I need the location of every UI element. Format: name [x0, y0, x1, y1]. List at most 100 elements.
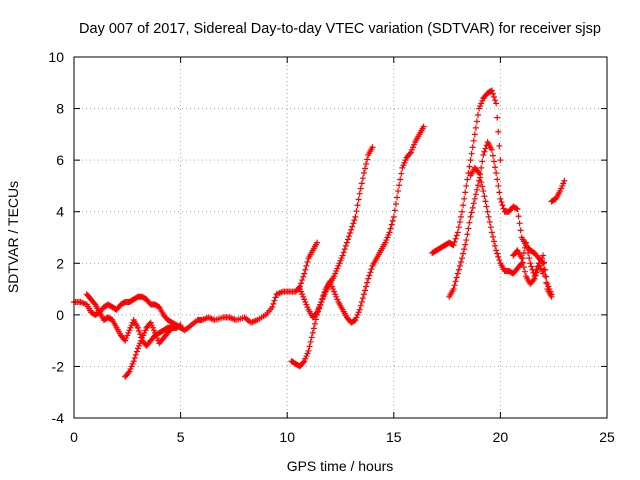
data-point — [486, 219, 493, 226]
data-point — [491, 93, 498, 100]
data-point — [521, 268, 528, 275]
data-point — [386, 229, 393, 236]
data-point — [455, 266, 462, 273]
data-point — [314, 239, 321, 246]
series-segment — [548, 177, 568, 205]
data-point — [514, 206, 521, 213]
data-point — [475, 112, 482, 119]
data-point — [489, 152, 496, 159]
series-segment — [122, 319, 180, 380]
data-point — [136, 327, 143, 334]
data-point — [484, 208, 491, 215]
y-tick-label: -2 — [52, 358, 65, 374]
data-point — [496, 189, 503, 196]
data-point — [496, 257, 503, 264]
data-point — [309, 329, 316, 336]
data-point — [457, 213, 464, 220]
data-point — [270, 300, 277, 307]
data-point — [304, 258, 311, 265]
data-point — [480, 151, 487, 158]
data-point — [524, 244, 531, 251]
data-point — [455, 224, 462, 231]
x-axis-label: GPS time / hours — [287, 458, 394, 474]
data-point — [526, 255, 533, 262]
data-point — [471, 131, 478, 138]
data-series — [71, 87, 568, 380]
data-point — [519, 259, 526, 266]
data-point — [363, 283, 370, 290]
data-point — [456, 219, 463, 226]
data-point — [352, 213, 359, 220]
series-segment — [288, 144, 376, 370]
data-point — [543, 279, 550, 286]
data-point — [488, 229, 495, 236]
data-point — [355, 196, 362, 203]
data-point — [388, 221, 395, 228]
data-point — [462, 189, 469, 196]
plot-frame — [73, 56, 608, 419]
data-point — [453, 232, 460, 239]
data-point — [453, 274, 460, 281]
data-point — [454, 270, 461, 277]
data-point — [489, 90, 496, 97]
data-point — [319, 295, 326, 302]
data-point — [485, 213, 492, 220]
data-point — [527, 260, 534, 267]
data-point — [390, 213, 397, 220]
data-point — [456, 262, 463, 269]
data-point — [481, 148, 488, 155]
data-point — [176, 322, 183, 329]
data-point — [362, 287, 369, 294]
data-point — [540, 252, 547, 259]
data-point — [398, 170, 405, 177]
data-point — [300, 273, 307, 280]
data-point — [472, 191, 479, 198]
data-point — [348, 226, 355, 233]
data-point — [349, 223, 356, 230]
data-point — [540, 270, 547, 277]
data-point — [533, 269, 540, 276]
data-point — [339, 252, 346, 259]
data-point — [396, 182, 403, 189]
data-point — [492, 164, 499, 171]
data-point — [391, 207, 398, 214]
data-point — [450, 286, 457, 293]
data-point — [513, 205, 520, 212]
data-point — [498, 199, 505, 206]
data-point — [420, 123, 427, 130]
data-point — [482, 198, 489, 205]
data-point — [461, 246, 468, 253]
data-point — [464, 231, 471, 238]
y-tick-label: 0 — [56, 307, 64, 323]
data-point — [493, 100, 500, 107]
data-point — [468, 150, 475, 157]
data-point — [472, 124, 479, 131]
data-point — [517, 227, 524, 234]
data-point — [468, 209, 475, 216]
data-point — [365, 275, 372, 282]
data-point — [353, 208, 360, 215]
y-tick-label: 6 — [56, 152, 64, 168]
data-point — [495, 182, 502, 189]
data-point — [351, 217, 358, 224]
data-point — [470, 137, 477, 144]
data-point — [369, 144, 376, 151]
data-point — [534, 266, 541, 273]
data-point — [307, 338, 314, 345]
data-point — [497, 157, 504, 164]
data-point — [306, 343, 313, 350]
data-point — [465, 225, 472, 232]
data-point — [347, 229, 354, 236]
data-point — [469, 144, 476, 151]
data-point — [305, 347, 312, 354]
data-point — [387, 225, 394, 232]
data-point — [518, 255, 525, 262]
data-point — [366, 272, 373, 279]
data-point — [452, 235, 459, 242]
data-point — [491, 238, 498, 245]
data-point — [492, 242, 499, 249]
data-point — [302, 266, 309, 273]
data-point — [367, 269, 374, 276]
data-point — [451, 282, 458, 289]
data-point — [515, 213, 522, 220]
